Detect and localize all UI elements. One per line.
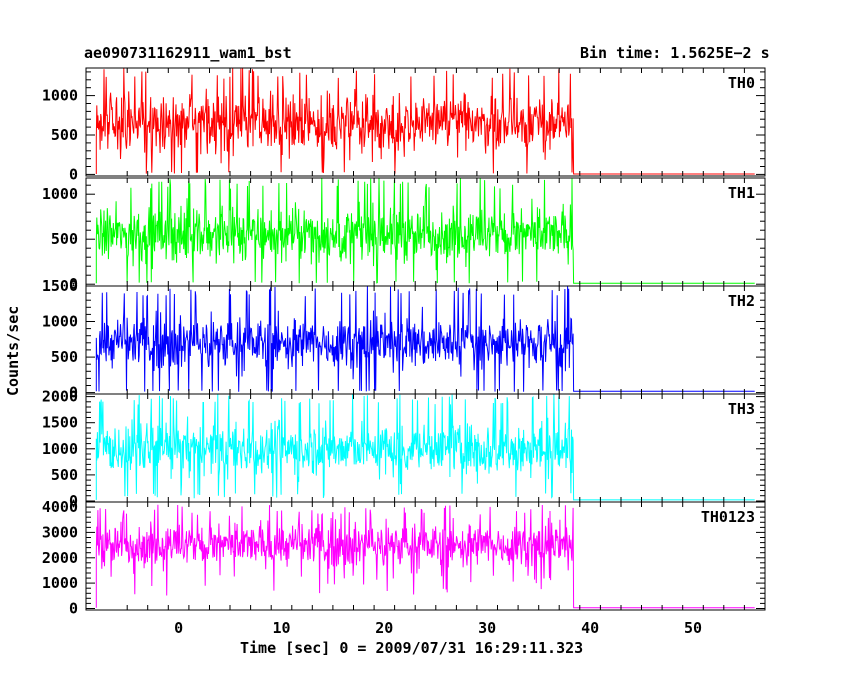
y-tick-label-th1: 0	[69, 275, 78, 293]
y-tick-label-th0123: 4000	[42, 498, 78, 516]
x-tick-label: 10	[272, 619, 290, 637]
y-axis-label: Counts/sec	[4, 305, 22, 396]
series-th0	[95, 68, 755, 175]
bin-time-label: Bin time: 1.5625E−2 s	[580, 44, 770, 62]
x-tick-label: 50	[684, 619, 702, 637]
panel-frame-th0123	[85, 501, 766, 611]
y-tick-label-th0: 500	[51, 126, 78, 144]
y-tick-label-th3: 500	[51, 466, 78, 484]
panel-label-th3: TH3	[728, 400, 755, 418]
x-axis-label: Time [sec] 0 = 2009/07/31 16:29:11.323	[240, 639, 584, 657]
x-tick-label: 20	[375, 619, 393, 637]
y-tick-label-th1: 1000	[42, 185, 78, 203]
y-tick-label-th0123: 2000	[42, 549, 78, 567]
series-th1	[95, 177, 755, 284]
y-tick-label-th3: 1000	[42, 440, 78, 458]
chart-title: ae090731162911_wam1_bst	[84, 44, 292, 62]
x-tick-label: 40	[581, 619, 599, 637]
panel-label-th2: TH2	[728, 292, 755, 310]
panel-frame-th0	[85, 67, 766, 177]
y-tick-label-th2: 0	[69, 384, 78, 402]
panel-label-th1: TH1	[728, 184, 755, 202]
series-th0123	[95, 504, 755, 609]
y-tick-label-th0123: 3000	[42, 523, 78, 541]
y-tick-label-th2: 500	[51, 348, 78, 366]
y-tick-label-th3: 1500	[42, 414, 78, 432]
series-th3	[95, 393, 755, 501]
y-tick-label-th0123: 1000	[42, 574, 78, 592]
series-th2	[95, 286, 755, 392]
y-tick-label-th0: 0	[69, 165, 78, 183]
panel-label-th0123: TH0123	[701, 508, 755, 526]
y-tick-label-th2: 1000	[42, 313, 78, 331]
panel-label-th0: TH0	[728, 74, 755, 92]
y-tick-label-th1: 500	[51, 230, 78, 248]
y-tick-label-th3: 0	[69, 492, 78, 510]
y-tick-label-th0: 1000	[42, 87, 78, 105]
y-tick-label-th2: 1500	[42, 277, 78, 295]
x-tick-label: 30	[478, 619, 496, 637]
x-tick-label: 0	[174, 619, 183, 637]
y-tick-label-th0123: 0	[69, 600, 78, 618]
y-tick-label-th3: 2000	[42, 388, 78, 406]
